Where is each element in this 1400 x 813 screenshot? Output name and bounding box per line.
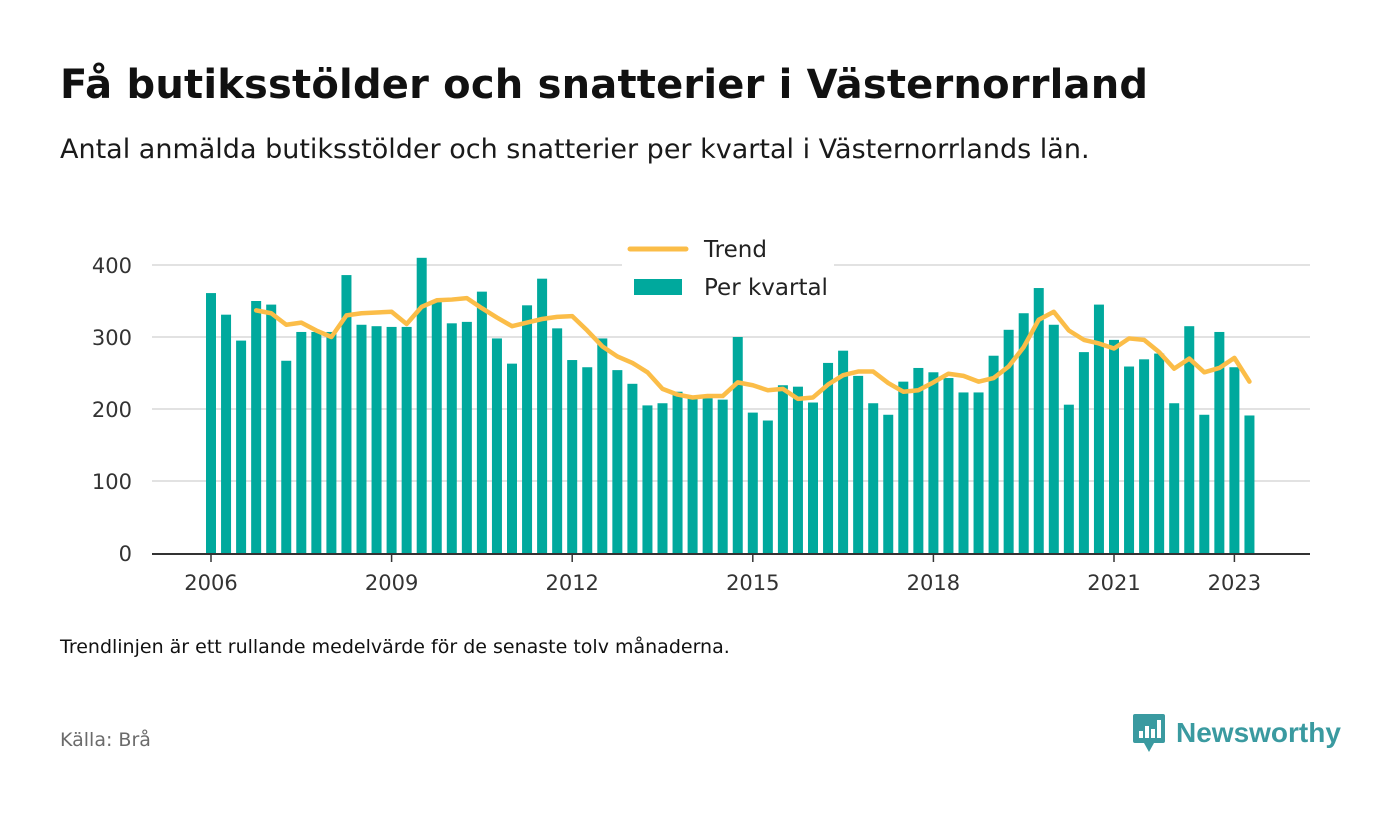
bar (853, 375, 864, 553)
bar (597, 338, 608, 553)
bar (537, 278, 548, 553)
bar (1229, 367, 1240, 553)
bar (386, 326, 397, 553)
x-axis-ticks: 2006 2009 2012 2015 2018 2021 2023 (184, 555, 1261, 595)
bar (507, 363, 517, 553)
bar (898, 381, 909, 553)
legend-per-kvartal-swatch (634, 279, 682, 295)
y-tick-label: 0 (119, 542, 132, 566)
trend-line (253, 295, 1252, 402)
bar (777, 385, 788, 553)
bar (401, 326, 412, 553)
bar (1139, 359, 1150, 553)
bar (672, 391, 683, 553)
legend-background (622, 232, 834, 308)
bar (491, 338, 502, 553)
bar (281, 360, 292, 553)
bar (612, 370, 623, 553)
bar (1003, 329, 1014, 553)
bar (717, 399, 728, 553)
bar (732, 337, 743, 553)
bar (702, 398, 713, 553)
bar (1048, 324, 1059, 553)
bar (792, 386, 803, 553)
bar (251, 301, 262, 553)
x-tick-label: 2023 (1208, 571, 1261, 595)
bar (1214, 331, 1225, 553)
bar (296, 331, 307, 553)
bar (431, 301, 442, 553)
bar (988, 355, 999, 553)
bar (567, 360, 578, 553)
y-tick-label: 200 (92, 398, 132, 422)
bar (883, 414, 894, 553)
bar (341, 275, 352, 553)
bar (582, 367, 593, 553)
bar (416, 257, 427, 553)
bar (958, 392, 969, 553)
chart-title: Få butiksstölder och snatterier i Väster… (60, 62, 1149, 108)
bar (1063, 404, 1074, 553)
bar (326, 331, 337, 553)
legend-label-trend: Trend (703, 237, 767, 263)
y-tick-label: 400 (92, 254, 132, 278)
bar (552, 328, 563, 553)
bar (446, 323, 457, 553)
source-note: Källa: Brå (60, 729, 151, 751)
bar (522, 305, 533, 553)
legend-label-per-kvartal: Per kvartal (704, 275, 828, 301)
bar (221, 314, 232, 553)
bar (928, 372, 939, 553)
bar (236, 340, 247, 553)
bar (476, 291, 487, 553)
x-tick-label: 2015 (726, 571, 779, 595)
bar (1033, 288, 1044, 553)
bar (627, 383, 638, 553)
x-tick-label: 2021 (1087, 571, 1140, 595)
bar (1124, 366, 1135, 553)
bar (1169, 403, 1180, 553)
bar (838, 350, 849, 553)
y-tick-label: 100 (92, 470, 132, 494)
bar (1199, 414, 1210, 553)
x-tick-label: 2018 (907, 571, 960, 595)
bar (1109, 339, 1119, 553)
bar (762, 420, 773, 553)
bar (1093, 304, 1104, 553)
bar (356, 324, 367, 553)
bar (913, 367, 924, 553)
bar (311, 331, 322, 553)
bar (943, 378, 954, 553)
bar (1184, 326, 1195, 553)
bar (371, 326, 382, 553)
brand-logo[interactable]: Newsworthy (1132, 712, 1341, 754)
bar (1018, 313, 1029, 553)
bar (1244, 415, 1255, 553)
bar (657, 403, 668, 553)
bar (461, 321, 472, 553)
chart-subtitle: Antal anmälda butiksstölder och snatteri… (60, 134, 1090, 165)
y-tick-label: 300 (92, 326, 132, 350)
legend: Trend Per kvartal (622, 232, 834, 308)
x-tick-label: 2012 (545, 571, 598, 595)
bar (1078, 352, 1089, 553)
bars-per-kvartal (206, 257, 1255, 553)
bar (747, 412, 758, 553)
bar (868, 403, 879, 553)
bar (642, 405, 653, 553)
x-tick-label: 2009 (365, 571, 418, 595)
bar (973, 392, 984, 553)
footnote: Trendlinjen är ett rullande medelvärde f… (60, 636, 730, 658)
bar (266, 304, 277, 553)
bar (808, 402, 818, 553)
brand-name: Newsworthy (1176, 717, 1341, 748)
bar (206, 293, 216, 553)
y-axis-ticks: 0 100 200 300 400 (92, 254, 132, 566)
bar (687, 396, 698, 553)
newsworthy-logo-icon (1133, 714, 1165, 752)
bar (823, 362, 834, 553)
x-tick-label: 2006 (184, 571, 237, 595)
bar (1154, 353, 1165, 553)
